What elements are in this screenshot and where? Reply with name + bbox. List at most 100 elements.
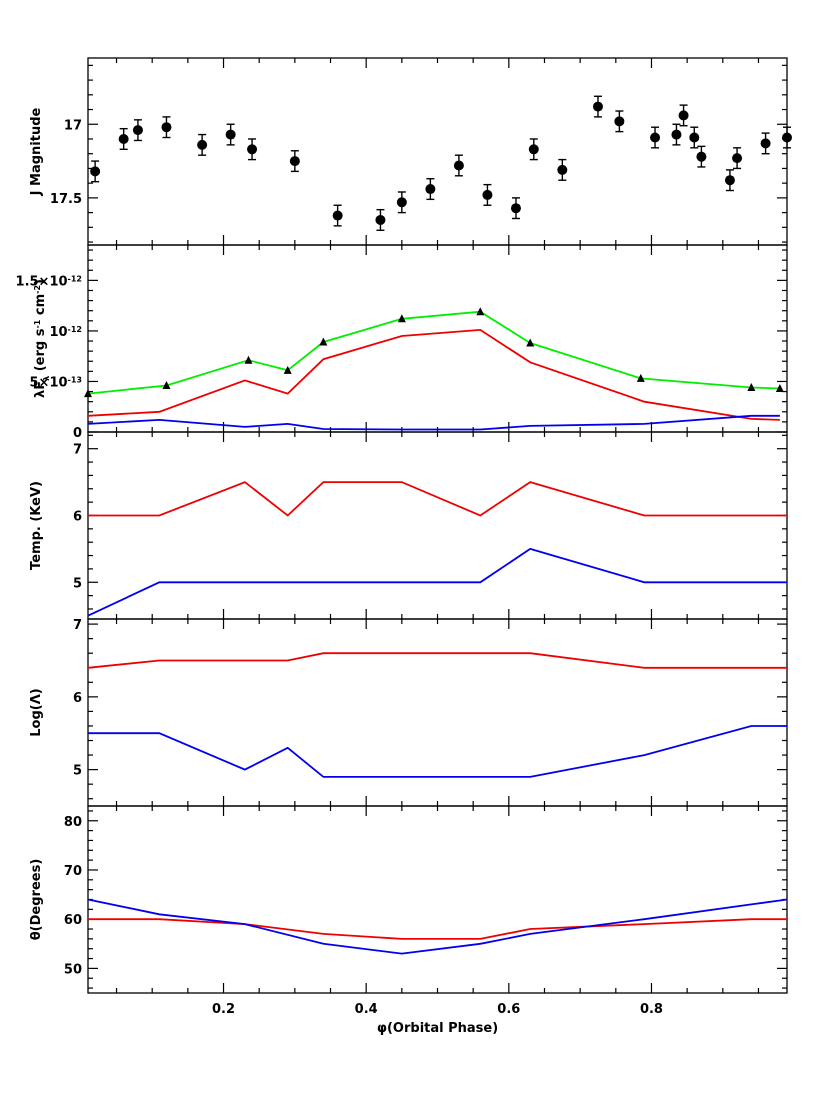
data-point [614, 116, 625, 127]
data-point [678, 110, 689, 121]
y-tick-label: 7 [73, 618, 82, 633]
triangle-marker [283, 365, 292, 374]
y-tick-label: 70 [64, 864, 82, 879]
series-line [87, 310, 780, 395]
series-line [87, 652, 787, 669]
series-2 [87, 898, 788, 955]
data-point [132, 125, 143, 136]
triangle-marker [397, 314, 406, 323]
data-point [782, 132, 792, 143]
panel-frame [87, 244, 788, 433]
y-tick-label: 60 [64, 913, 82, 928]
triangle-marker [476, 307, 485, 316]
series-1 [84, 307, 784, 398]
triangle-marker [636, 373, 645, 382]
data-point [592, 101, 603, 112]
y-axis-label: θ(Degrees) [29, 859, 44, 941]
data-point [760, 138, 771, 149]
series-1 [88, 918, 787, 940]
panel-frame [87, 431, 788, 620]
y-axis-label-part: (erg s [33, 328, 48, 376]
triangle-marker [747, 383, 756, 392]
panel-4: 5 6 7 Log(Λ) [29, 618, 788, 807]
y-tick-label-mantissa: 10 [49, 325, 67, 340]
y-axis-label-part: λF [33, 381, 48, 398]
y-axis-label-part: cm [33, 294, 48, 320]
series-line [87, 328, 780, 421]
data-point [671, 129, 682, 140]
data-point [528, 144, 539, 155]
triangle-marker [244, 355, 253, 364]
data-point [247, 144, 258, 155]
data-point [225, 129, 236, 140]
y-axis-label: λFλ (erg s-1 cm-2) [33, 279, 51, 398]
panel-frame [87, 618, 788, 807]
series-3 [87, 414, 780, 431]
x-tick-label: 0.4 [355, 1002, 378, 1017]
series-line [87, 547, 787, 617]
data-point [650, 132, 661, 143]
y-tick-label-mantissa: 5×10 [30, 375, 68, 390]
data-point [510, 203, 521, 214]
panel-frame [87, 805, 788, 994]
series-1 [88, 481, 787, 517]
series-1 [90, 95, 792, 231]
y-tick-label: 5 [73, 764, 82, 779]
data-point [375, 214, 386, 225]
y-tick-label-mantissa: 0 [73, 426, 82, 441]
y-axis-label: Log(Λ) [29, 688, 44, 736]
data-point [689, 132, 700, 143]
data-point [161, 122, 172, 133]
y-axis-label-part: -2 [33, 285, 42, 294]
y-tick-label-exponent: -12 [68, 324, 82, 333]
y-tick-label: 6 [73, 691, 82, 706]
data-point [425, 184, 436, 195]
data-point [90, 166, 101, 177]
triangle-marker [162, 381, 171, 390]
panel-5: 50 60 70 80 θ(Degrees) 0.2 0.4 0.6 0.8 φ(Orbital … [29, 805, 788, 1036]
y-axis-label: J Magnitude [29, 107, 44, 196]
panel-1: 17 17.5 J Magnitude [29, 57, 792, 246]
triangle-marker [526, 338, 535, 347]
y-tick-label: 6 [73, 509, 82, 524]
series-1 [87, 652, 787, 669]
y-tick-label: 0 [73, 426, 82, 441]
data-point [696, 151, 707, 162]
series-line [88, 918, 787, 940]
series-2 [88, 725, 787, 778]
panel-3: 5 6 7 Temp. (KeV) [29, 431, 788, 620]
y-tick-label: 7 [73, 443, 82, 458]
data-point [197, 139, 208, 150]
x-tick-label: 0.8 [640, 1002, 663, 1017]
y-tick-label: 1.5×10-12 [16, 274, 82, 290]
series-2 [87, 328, 780, 421]
data-point [482, 189, 493, 200]
y-tick-label: 50 [64, 962, 82, 977]
x-axis-label: φ(Orbital Phase) [377, 1021, 498, 1036]
y-axis-label-part: ) [33, 279, 48, 285]
y-tick-label: 5×10-13 [30, 375, 82, 391]
y-tick-label: 5 [73, 576, 82, 591]
data-point [118, 133, 129, 144]
y-tick-label-mantissa: 1.5×10 [16, 274, 68, 289]
triangle-marker [775, 384, 784, 393]
panel-frame [87, 57, 788, 246]
data-point [396, 197, 407, 208]
series-line [87, 898, 788, 955]
y-tick-label: 17.5 [50, 192, 82, 207]
x-tick-label: 0.6 [497, 1002, 520, 1017]
data-point [453, 160, 464, 171]
series-line [88, 725, 787, 778]
triangle-marker [84, 389, 92, 398]
series-line [88, 481, 787, 517]
y-tick-label: 10-12 [49, 324, 82, 340]
data-point [557, 164, 568, 175]
y-axis-label-part: λ [42, 376, 51, 381]
series-2 [87, 547, 787, 617]
x-tick-label: 0.2 [212, 1002, 235, 1017]
y-tick-label-exponent: -12 [68, 274, 82, 283]
data-point [289, 156, 300, 167]
triangle-marker [319, 337, 328, 346]
